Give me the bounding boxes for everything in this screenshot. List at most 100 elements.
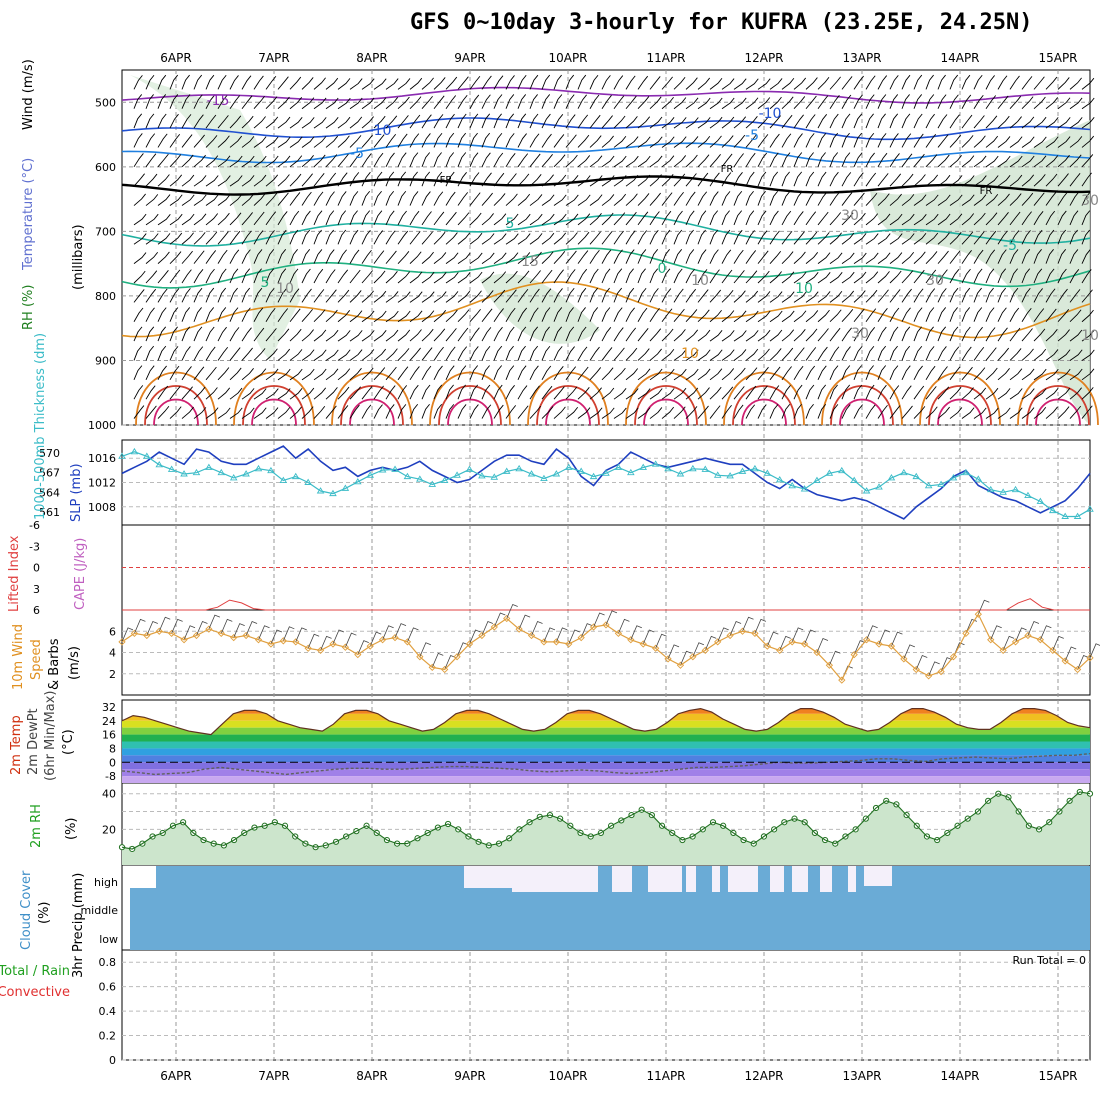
wind-barb <box>241 75 252 90</box>
wind-barb <box>145 133 156 148</box>
wind-barb <box>397 210 407 226</box>
wind-barb <box>157 288 168 303</box>
wind-barb <box>925 386 937 400</box>
wind-barb <box>445 252 459 264</box>
wind-barb <box>1057 406 1070 419</box>
wind-speed-point <box>552 638 560 646</box>
wind-barb <box>937 194 951 206</box>
wind-barb <box>709 289 722 303</box>
wind-barb <box>937 288 947 303</box>
wind-barb <box>593 612 605 628</box>
wind-barb <box>901 74 911 90</box>
wind-barb <box>709 97 723 110</box>
wind-barb <box>217 326 227 342</box>
contour-label: FR <box>440 175 453 186</box>
wind-barb <box>745 134 757 148</box>
wind-barb <box>721 153 733 168</box>
wind-barb <box>133 405 145 419</box>
wind-barb <box>865 152 875 168</box>
wind-barb <box>409 77 423 90</box>
wind-barb <box>637 174 651 187</box>
wind-barb <box>409 114 421 129</box>
wind-barb <box>866 625 878 640</box>
wind-barb <box>1009 327 1021 342</box>
wind-barb <box>1015 627 1027 643</box>
wind-barb <box>805 310 819 323</box>
wind-barb <box>565 386 578 400</box>
wind-barb <box>313 154 326 168</box>
wind-barb <box>961 194 975 206</box>
wind-barb <box>829 272 843 284</box>
wind-barb <box>253 193 266 206</box>
wind-barb <box>697 172 709 187</box>
wind-barb <box>630 625 642 640</box>
cape-label: CAPE (J/kg) <box>73 538 88 610</box>
wind-barb <box>1045 406 1058 419</box>
wind-barb <box>661 96 674 110</box>
temp-band <box>122 708 1090 714</box>
wind-barb <box>565 366 577 381</box>
wind-barb <box>889 345 898 361</box>
wind-barb <box>673 76 686 90</box>
wind-barb <box>553 213 567 226</box>
wind-barb <box>169 232 183 245</box>
wind-barb <box>961 387 974 400</box>
wind-barb <box>829 346 840 361</box>
wind-barb <box>601 212 614 226</box>
wind-barb <box>649 174 662 187</box>
wind-barb <box>1033 116 1047 129</box>
wind-barb <box>229 268 239 284</box>
wind-barb <box>289 173 302 187</box>
wind-barb <box>397 385 408 400</box>
surface-temperature-contour <box>937 398 983 426</box>
wind-barb <box>481 365 490 380</box>
wind-barb <box>841 232 855 245</box>
wind-barb <box>134 618 146 634</box>
wind-speed-point <box>850 650 858 659</box>
wind-barb <box>555 627 568 643</box>
wind-barb <box>205 268 215 284</box>
wind-barb <box>217 387 231 400</box>
wind-barb <box>745 348 759 361</box>
wind-barb <box>973 249 984 264</box>
wind-barb <box>421 77 434 90</box>
wind-barb <box>196 620 208 636</box>
wind-speed-point <box>279 637 287 645</box>
wind-barb <box>865 345 875 361</box>
wind-barb <box>361 310 375 323</box>
wind-barb <box>433 95 445 110</box>
wind-barb <box>661 368 675 381</box>
wind-barb <box>985 287 994 303</box>
wind-barb <box>421 310 435 323</box>
wind-barb <box>517 113 527 129</box>
wind-barb <box>1009 287 1019 303</box>
wind10-label: 10m Wind <box>11 624 26 690</box>
rh-area <box>122 791 1090 865</box>
wind-barb <box>193 287 203 303</box>
wind-barb <box>469 75 481 90</box>
date-label-bottom: 15APR <box>1038 1069 1077 1083</box>
wind-barb <box>469 94 480 109</box>
wind-barb <box>541 307 551 322</box>
temp-bands <box>122 708 1090 783</box>
wind-barb <box>1057 349 1071 361</box>
wind-barb <box>1069 269 1080 284</box>
wind-barb <box>553 154 566 168</box>
wind-barb <box>565 74 575 90</box>
wind-barb <box>721 78 735 90</box>
wind-barb <box>133 289 145 303</box>
wind-barb <box>517 193 531 206</box>
wind-barb <box>721 386 734 400</box>
wind-barb <box>265 328 277 342</box>
wind-barb <box>385 78 399 90</box>
wind-barb <box>661 288 672 303</box>
wind-barb <box>1057 136 1071 148</box>
wind-barb <box>158 616 171 632</box>
date-label-top: 7APR <box>258 51 289 65</box>
wind-barb <box>1069 136 1083 148</box>
wind-barb <box>757 97 771 110</box>
wind-barb <box>517 385 528 400</box>
wind-barb <box>289 136 303 148</box>
wind-barb <box>829 290 843 303</box>
wind-barb <box>481 152 491 168</box>
